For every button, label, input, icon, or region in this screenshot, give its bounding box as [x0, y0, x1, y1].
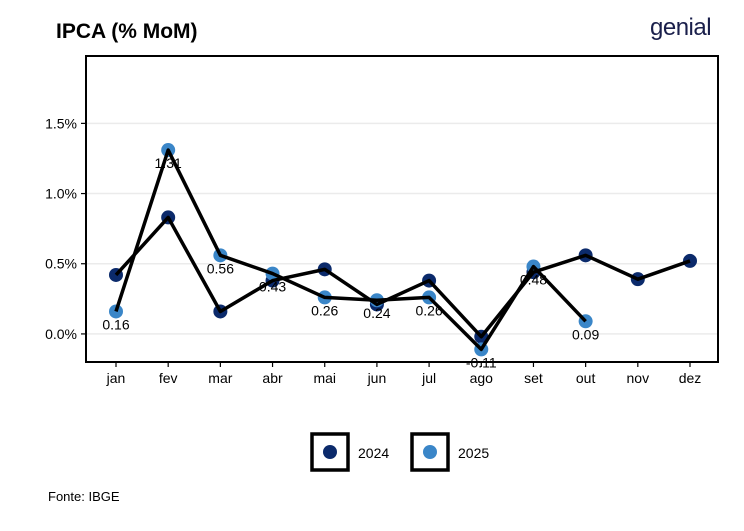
data-label: 0.09: [572, 326, 599, 342]
y-tick-label: 1.5%: [45, 115, 77, 131]
data-label: 0.43: [259, 279, 286, 295]
genial-logo: genial: [650, 14, 712, 41]
data-label: 0.24: [363, 305, 390, 321]
data-label: 0.56: [207, 260, 234, 276]
x-tick-label: jan: [106, 370, 126, 386]
legend-label-2024: 2024: [358, 445, 389, 461]
x-tick-label: nov: [627, 370, 650, 386]
data-label: 0.48: [520, 272, 547, 288]
x-tick-label: abr: [262, 370, 283, 386]
x-tick-label: mai: [313, 370, 336, 386]
legend-label-2025: 2025: [458, 445, 489, 461]
x-tick-label: ago: [470, 370, 494, 386]
x-tick-label: jul: [421, 370, 436, 386]
x-tick-label: jun: [367, 370, 387, 386]
data-label: -0.11: [466, 354, 497, 370]
data-label: 0.16: [102, 316, 129, 332]
x-tick-label: fev: [159, 370, 178, 386]
x-tick-label: mar: [208, 370, 232, 386]
y-tick-label: 0.5%: [45, 256, 77, 272]
y-tick-label: 0.0%: [45, 326, 77, 342]
chart-title: IPCA (% MoM): [56, 20, 198, 43]
legend-marker-2025: [423, 445, 437, 459]
plot-border: [85, 55, 719, 363]
line-2025: [114, 148, 587, 352]
data-label: 0.26: [415, 302, 442, 318]
data-label: 0.26: [311, 302, 338, 318]
line-2024: [114, 215, 691, 339]
x-tick-label: out: [576, 370, 596, 386]
legend-marker-2024: [323, 445, 337, 459]
data-label: 1.31: [155, 155, 182, 171]
source-note: Fonte: IBGE: [48, 489, 120, 504]
y-tick-label: 1.0%: [45, 186, 77, 202]
x-tick-label: dez: [679, 370, 702, 386]
x-tick-label: set: [524, 370, 543, 386]
